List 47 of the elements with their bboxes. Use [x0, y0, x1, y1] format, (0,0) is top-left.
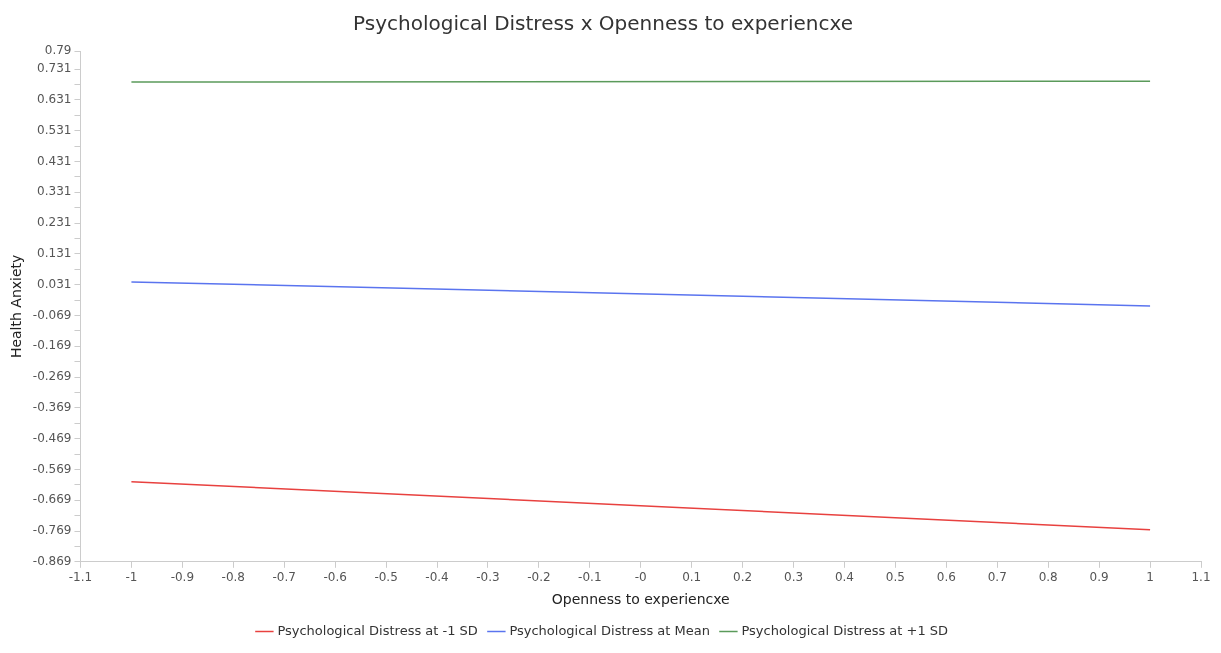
- x-tick-label: 0.6: [936, 570, 956, 585]
- x-tick-label: -0.8: [221, 570, 245, 585]
- y-tick-label: 0.531: [37, 122, 72, 137]
- y-tick-label: -0.669: [32, 492, 72, 507]
- x-tick-label: -0.6: [323, 570, 347, 585]
- x-tick-label: -0.1: [578, 570, 602, 585]
- x-tick-label: 0.9: [1089, 570, 1109, 585]
- y-tick-label: 0.031: [37, 276, 72, 291]
- y-tick-label: 0.431: [37, 153, 72, 168]
- x-tick-label: 0.3: [783, 570, 804, 585]
- legend-label: Psychological Distress at -1 SD: [277, 622, 478, 638]
- y-tick-label: -0.269: [32, 369, 72, 384]
- y-tick-label: 0.631: [37, 92, 72, 107]
- y-tick-label: -0.469: [32, 430, 72, 445]
- x-tick-label: 0.7: [987, 570, 1007, 585]
- chart-title: Psychological Distress x Openness to experiencxe: [353, 11, 853, 36]
- x-tick-label: -0.2: [527, 570, 551, 585]
- x-tick-label: 0.8: [1038, 570, 1058, 585]
- y-tick-label: 0.331: [37, 184, 72, 199]
- y-tick-label: -0.369: [32, 399, 72, 414]
- y-tick-label: 0.731: [37, 61, 72, 76]
- y-tick-label: -0.169: [32, 338, 72, 353]
- x-tick-label: -0.7: [272, 570, 296, 585]
- x-tick-label: -1.1: [68, 570, 93, 585]
- x-tick-label: 0.1: [682, 570, 702, 585]
- y-axis-title: Health Anxiety: [8, 254, 25, 359]
- x-tick-label: -0: [634, 570, 647, 585]
- x-tick-label: 0.5: [885, 570, 905, 585]
- x-tick-label: 0.4: [834, 570, 855, 585]
- legend-label: Psychological Distress at Mean: [509, 622, 710, 638]
- x-tick-label: -0.4: [425, 570, 449, 585]
- x-axis-title: Openness to experiencxe: [551, 591, 730, 608]
- y-tick-label: -0.869: [32, 553, 72, 568]
- y-tick-label: -0.769: [32, 523, 72, 538]
- y-tick-label: 0.79: [44, 43, 72, 58]
- x-tick-label: 0.2: [733, 570, 753, 585]
- y-tick-label: 0.131: [37, 246, 72, 261]
- legend-label: Psychological Distress at +1 SD: [741, 622, 949, 638]
- x-tick-label: 1.1: [1191, 570, 1211, 585]
- x-tick-label: -0.9: [170, 570, 195, 585]
- x-tick-label: -0.5: [374, 570, 398, 585]
- x-tick-label: -0.3: [476, 570, 500, 585]
- x-tick-label: 1: [1146, 570, 1154, 585]
- y-tick-label: 0.231: [37, 215, 72, 230]
- y-tick-label: -0.569: [32, 461, 72, 476]
- x-tick-label: -1: [125, 570, 138, 585]
- y-tick-label: -0.069: [32, 307, 72, 322]
